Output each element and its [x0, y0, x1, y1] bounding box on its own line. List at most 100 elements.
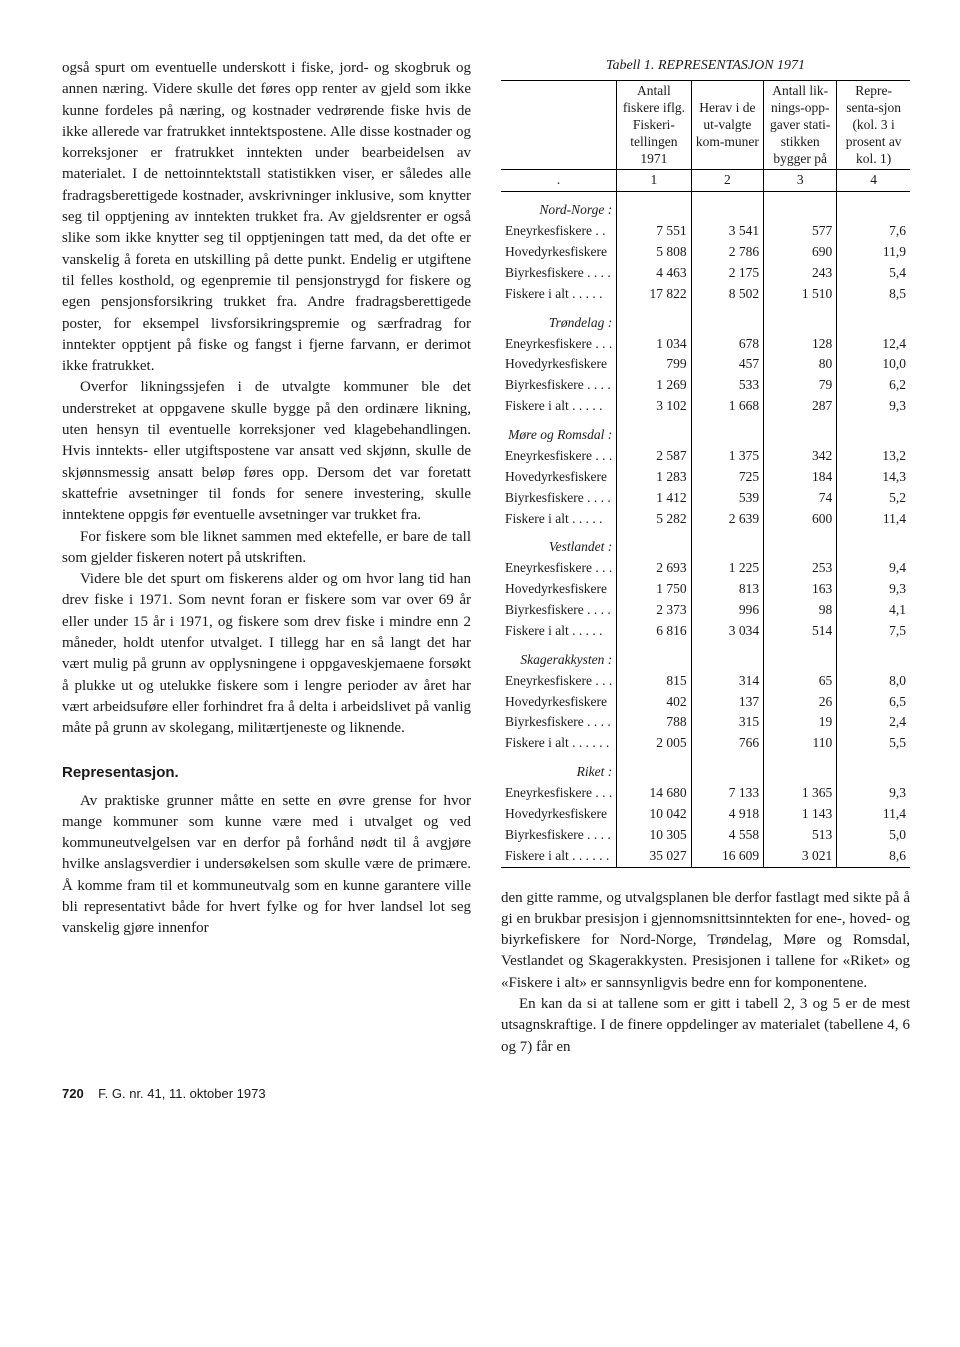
paragraph: For fiskere som ble liknet sammen med ek… — [62, 527, 471, 570]
table-cell: 5,0 — [837, 825, 910, 846]
table-row-label: Biyrkesfiskere . . . . — [501, 712, 617, 733]
paragraph: Overfor likningssjefen i de utvalgte kom… — [62, 377, 471, 526]
table-header-blank — [501, 81, 617, 170]
paragraph: Videre ble det spurt om fiskerens alder … — [62, 569, 471, 739]
table-cell: 2 587 — [617, 446, 691, 467]
table-cell: 253 — [764, 558, 837, 579]
table-region-label: Møre og Romsdal : — [501, 417, 617, 446]
table-header: Antall fiskere iflg. Fiskeri-tellingen 1… — [617, 81, 691, 170]
table-cell-empty — [764, 192, 837, 221]
page-number: 720 — [62, 1086, 84, 1101]
table-cell: 7 133 — [691, 783, 763, 804]
table-cell: 9,4 — [837, 558, 910, 579]
table-cell: 600 — [764, 509, 837, 530]
table-row: Fiskere i alt . . . . .5 2822 63960011,4 — [501, 509, 910, 530]
table-row-label: Biyrkesfiskere . . . . — [501, 600, 617, 621]
table-cell: 7,5 — [837, 621, 910, 642]
table-row: Hovedyrkesfiskere1 7508131639,3 — [501, 579, 910, 600]
table-cell-empty — [764, 305, 837, 334]
table-row: Fiskere i alt . . . . . .2 0057661105,5 — [501, 733, 910, 754]
table-region-label: Vestlandet : — [501, 529, 617, 558]
table-cell: 110 — [764, 733, 837, 754]
table-cell: 9,3 — [837, 396, 910, 417]
table-cell: 16 609 — [691, 846, 763, 867]
table-row: Hovedyrkesfiskere1 28372518414,3 — [501, 467, 910, 488]
table-cell: 1 375 — [691, 446, 763, 467]
table-cell: 9,3 — [837, 579, 910, 600]
table-row: Biyrkesfiskere . . . .4 4632 1752435,4 — [501, 263, 910, 284]
table-cell: 4 558 — [691, 825, 763, 846]
table-cell: 533 — [691, 375, 763, 396]
table-cell: 13,2 — [837, 446, 910, 467]
left-column: også spurt om eventuelle underskott i fi… — [62, 58, 471, 1058]
table-cell: 788 — [617, 712, 691, 733]
representation-table: Antall fiskere iflg. Fiskeri-tellingen 1… — [501, 80, 910, 868]
table-cell: 1 412 — [617, 488, 691, 509]
table-row-label: Eneyrkesfiskere . . — [501, 221, 617, 242]
table-cell: 690 — [764, 242, 837, 263]
table-row-label: Fiskere i alt . . . . . — [501, 396, 617, 417]
table-cell: 11,4 — [837, 509, 910, 530]
table-row-label: Biyrkesfiskere . . . . — [501, 825, 617, 846]
table-colnum: 4 — [837, 170, 910, 192]
table-row: Biyrkesfiskere . . . .2 373996984,1 — [501, 600, 910, 621]
table-cell: 2 693 — [617, 558, 691, 579]
paragraph: også spurt om eventuelle underskott i fi… — [62, 58, 471, 377]
table-cell: 163 — [764, 579, 837, 600]
table-cell-empty — [691, 642, 763, 671]
table-row-label: Eneyrkesfiskere . . . — [501, 558, 617, 579]
table-cell: 1 143 — [764, 804, 837, 825]
table-region-label: Trøndelag : — [501, 305, 617, 334]
table-header: Repre-senta-sjon (kol. 3 i prosent av ko… — [837, 81, 910, 170]
table-row-label: Eneyrkesfiskere . . . — [501, 783, 617, 804]
table-cell-empty — [837, 305, 910, 334]
table-cell: 457 — [691, 354, 763, 375]
table-cell: 8,5 — [837, 284, 910, 305]
table-region-label: Nord-Norge : — [501, 192, 617, 221]
table-cell-empty — [764, 417, 837, 446]
table-row-label: Fiskere i alt . . . . . — [501, 509, 617, 530]
paragraph: den gitte ramme, og utvalgsplanen ble de… — [501, 888, 910, 994]
table-cell: 137 — [691, 692, 763, 713]
table-cell: 9,3 — [837, 783, 910, 804]
upper-columns: også spurt om eventuelle underskott i fi… — [62, 58, 910, 1058]
table-cell: 4 463 — [617, 263, 691, 284]
table-cell-empty — [837, 642, 910, 671]
table-cell-empty — [837, 529, 910, 558]
table-colnum: 2 — [691, 170, 763, 192]
table-row: Biyrkesfiskere . . . .788315192,4 — [501, 712, 910, 733]
table-cell: 8,0 — [837, 671, 910, 692]
table-cell-empty — [617, 754, 691, 783]
table-header-row: Antall fiskere iflg. Fiskeri-tellingen 1… — [501, 81, 910, 170]
table-cell-empty — [837, 192, 910, 221]
table-row: Fiskere i alt . . . . . .35 02716 6093 0… — [501, 846, 910, 867]
table-cell: 1 269 — [617, 375, 691, 396]
table-cell: 5,2 — [837, 488, 910, 509]
table-cell: 79 — [764, 375, 837, 396]
table-cell: 11,9 — [837, 242, 910, 263]
table-cell: 5,4 — [837, 263, 910, 284]
table-cell: 8,6 — [837, 846, 910, 867]
table-row: Hovedyrkesfiskere10 0424 9181 14311,4 — [501, 804, 910, 825]
table-cell: 80 — [764, 354, 837, 375]
table-cell: 1 750 — [617, 579, 691, 600]
table-row: Eneyrkesfiskere . . .815314658,0 — [501, 671, 910, 692]
table-cell-empty — [617, 642, 691, 671]
table-header: Herav i de ut-valgte kom-muner — [691, 81, 763, 170]
table-row: Biyrkesfiskere . . . .1 269533796,2 — [501, 375, 910, 396]
table-cell: 128 — [764, 334, 837, 355]
table-cell: 315 — [691, 712, 763, 733]
table-row: Fiskere i alt . . . . .6 8163 0345147,5 — [501, 621, 910, 642]
table-cell: 2 373 — [617, 600, 691, 621]
table-cell: 3 541 — [691, 221, 763, 242]
table-cell: 514 — [764, 621, 837, 642]
table-cell: 314 — [691, 671, 763, 692]
table-cell: 17 822 — [617, 284, 691, 305]
table-row-label: Fiskere i alt . . . . . . — [501, 846, 617, 867]
table-row-label: Fiskere i alt . . . . . . — [501, 733, 617, 754]
table-caption: Tabell 1. REPRESENTASJON 1971 — [501, 58, 910, 74]
table-cell: 287 — [764, 396, 837, 417]
table-cell: 6 816 — [617, 621, 691, 642]
table-cell: 10 305 — [617, 825, 691, 846]
paragraph: Av praktiske grunner måtte en sette en ø… — [62, 791, 471, 940]
